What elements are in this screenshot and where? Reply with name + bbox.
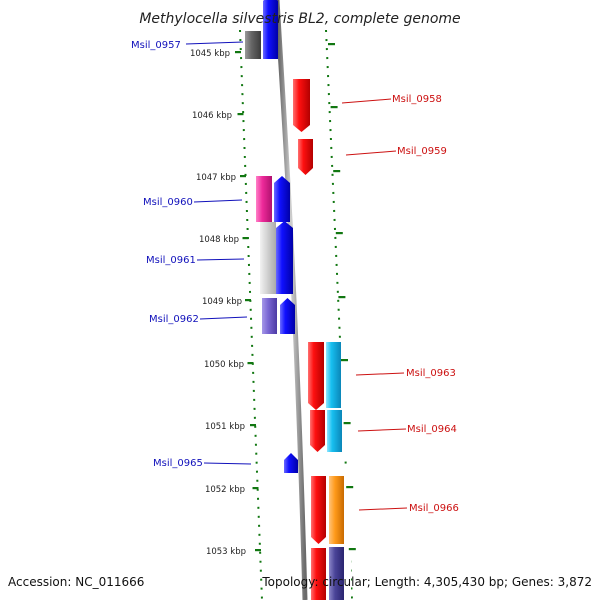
tick-mark	[237, 113, 244, 116]
leader-line	[355, 372, 405, 376]
gene-label-msil-0960[interactable]: Msil_0960	[143, 197, 193, 208]
gene-label-msil-0959[interactable]: Msil_0959	[397, 146, 447, 157]
tick-label: 1050 kbp	[204, 360, 244, 370]
tick-mark	[330, 106, 338, 109]
feature-block-navy	[329, 547, 344, 600]
feature-block-pink	[256, 176, 272, 222]
tick-mark	[343, 422, 351, 425]
feature-block-orange	[329, 476, 344, 544]
leader-line	[193, 199, 243, 203]
tick-label: 1049 kbp	[202, 297, 242, 307]
tick-label: 1047 kbp	[196, 173, 236, 183]
tick-label: 1045 kbp	[190, 49, 230, 59]
leader-line	[345, 150, 397, 156]
cds-msil-0958	[293, 79, 310, 132]
topology-text: Topology: circular; Length: 4,305,430 bp…	[261, 575, 592, 589]
tick-mark	[247, 362, 254, 365]
leader-line	[358, 507, 408, 511]
feature-block-cyan	[327, 410, 342, 452]
tick-mark	[348, 548, 356, 551]
tick-mark	[341, 359, 348, 362]
accession-text: Accession: NC_011666	[8, 575, 144, 589]
cds-msil-0961	[276, 221, 293, 294]
cds-msil-0960	[274, 176, 290, 222]
tick-label: 1051 kbp	[205, 422, 245, 432]
cds-msil-0966	[311, 476, 326, 544]
tick-label: 1046 kbp	[192, 111, 232, 121]
gene-label-msil-0961[interactable]: Msil_0961	[146, 255, 196, 266]
leader-line	[196, 258, 245, 261]
tick-mark	[250, 424, 256, 427]
tick-mark	[235, 51, 241, 54]
gene-label-msil-0965[interactable]: Msil_0965	[153, 458, 203, 469]
position-tick-marks	[235, 43, 356, 552]
gene-label-leaders	[185, 41, 408, 511]
gene-label-msil-0964[interactable]: Msil_0964	[407, 424, 457, 435]
map-title: Methylocella silvestris BL2, complete ge…	[139, 11, 460, 27]
cds-track	[263, 0, 326, 600]
tick-mark	[242, 237, 249, 240]
cds-msil-0963	[308, 342, 324, 410]
feature-block-cyan	[326, 342, 341, 408]
tick-mark	[333, 170, 341, 173]
leader-line	[199, 316, 248, 320]
cds-msil-0964	[310, 410, 325, 452]
leader-line	[357, 428, 407, 432]
gene-label-msil-0966[interactable]: Msil_0966	[409, 503, 459, 514]
tick-label: 1048 kbp	[199, 235, 239, 245]
tick-mark	[240, 175, 246, 178]
gene-label-msil-0958[interactable]: Msil_0958	[392, 94, 442, 105]
feature-block-grey	[260, 222, 276, 294]
leader-line	[185, 41, 244, 45]
leader-line	[203, 462, 252, 465]
tick-mark	[255, 549, 261, 552]
cds-continuation	[311, 548, 326, 600]
tick-mark	[335, 232, 343, 235]
cds-msil-0959	[298, 139, 313, 175]
genome-backbone	[274, 0, 308, 600]
tick-mark	[338, 296, 346, 299]
tick-mark	[245, 299, 251, 302]
tick-label: 1052 kbp	[205, 485, 245, 495]
tick-label: 1053 kbp	[206, 547, 246, 557]
cds-msil-0957	[263, 0, 278, 59]
gene-label-msil-0962[interactable]: Msil_0962	[149, 314, 199, 325]
gene-labels: Msil_0957 Msil_0958 Msil_0959 Msil_0960 …	[131, 40, 459, 514]
cds-msil-0962	[280, 298, 295, 334]
tick-mark	[252, 487, 259, 490]
position-tick-labels: 1045 kbp 1046 kbp 1047 kbp 1048 kbp 1049…	[190, 49, 246, 557]
leader-line	[341, 98, 392, 104]
tick-mark	[346, 486, 354, 489]
gene-label-msil-0957[interactable]: Msil_0957	[131, 40, 181, 51]
feature-tracks	[245, 31, 344, 600]
feature-block-purple	[262, 298, 277, 334]
cds-msil-0965	[284, 453, 298, 473]
tick-mark	[328, 43, 335, 46]
feature-block-dark	[245, 31, 261, 59]
gene-label-msil-0963[interactable]: Msil_0963	[406, 368, 456, 379]
